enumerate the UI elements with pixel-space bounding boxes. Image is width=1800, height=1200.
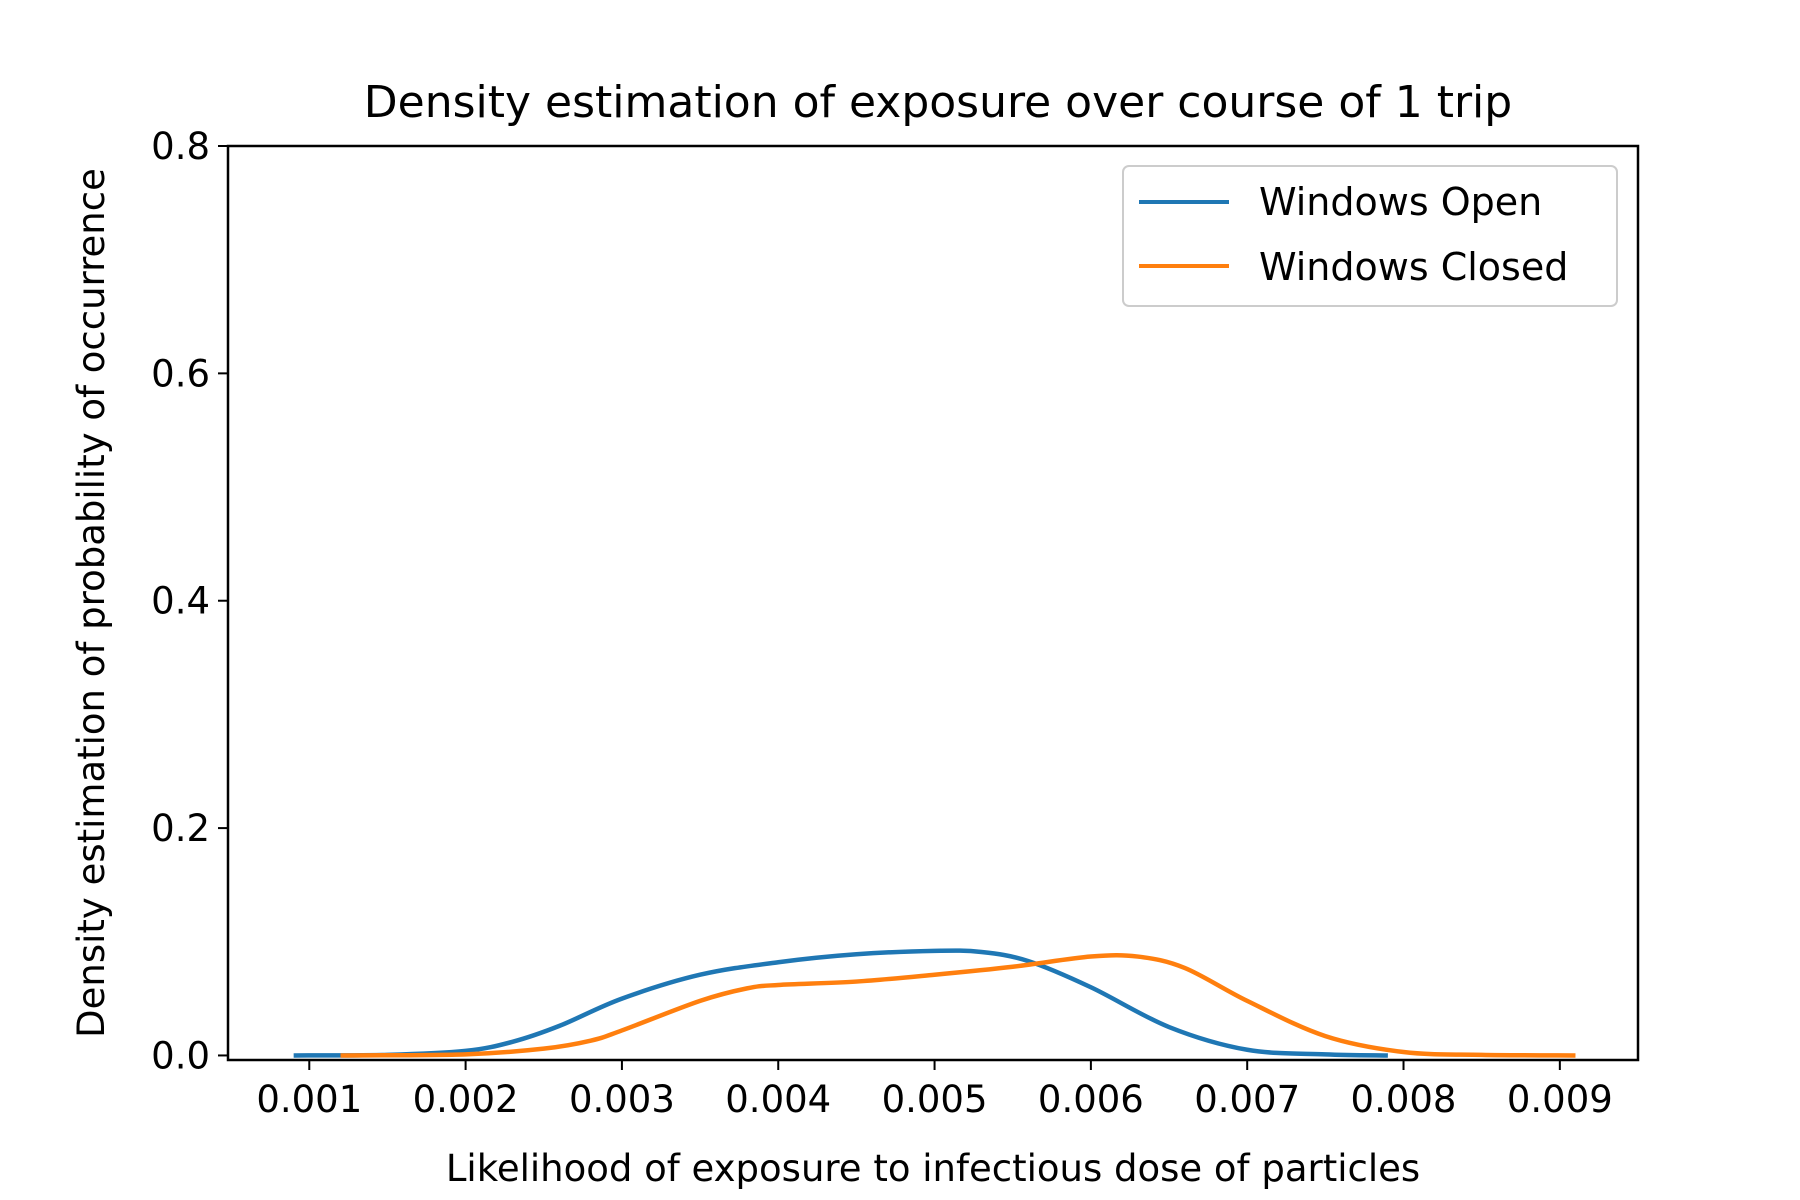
y-axis-label: Density estimation of probability of occ… xyxy=(70,168,113,1038)
series-line-windows-open xyxy=(293,948,1388,1058)
x-tick-label: 0.009 xyxy=(1507,1078,1613,1121)
x-axis: 0.001 0.002 0.003 0.004 0.005 0.006 0.007 0.008… xyxy=(256,1060,1613,1121)
legend-label-windows-closed: Windows Closed xyxy=(1259,245,1568,289)
x-axis-label: Likelihood of exposure to infectious dos… xyxy=(446,1147,1420,1190)
x-tick-label: 0.001 xyxy=(256,1078,362,1121)
y-tick-label: 0.4 xyxy=(151,580,210,623)
legend-label-windows-open: Windows Open xyxy=(1259,180,1542,224)
x-tick-label: 0.002 xyxy=(413,1078,519,1121)
plot-frame xyxy=(226,144,1640,1062)
x-tick-label: 0.007 xyxy=(1194,1078,1300,1121)
y-tick-label: 0.6 xyxy=(151,352,210,395)
x-tick-label: 0.005 xyxy=(882,1078,988,1121)
y-tick-label: 0.8 xyxy=(151,125,210,168)
series-line-windows-closed xyxy=(340,952,1576,1058)
chart-title: Density estimation of exposure over cour… xyxy=(364,77,1512,128)
x-tick-label: 0.008 xyxy=(1351,1078,1457,1121)
y-axis: 0.0 0.2 0.4 0.6 0.8 xyxy=(151,125,228,1077)
x-tick-label: 0.003 xyxy=(569,1078,675,1121)
series-layer xyxy=(293,948,1576,1058)
legend: Windows Open Windows Closed xyxy=(1122,165,1618,307)
x-tick-label: 0.006 xyxy=(1038,1078,1144,1121)
y-tick-label: 0.0 xyxy=(151,1034,210,1077)
x-tick-label: 0.004 xyxy=(725,1078,831,1121)
y-tick-label: 0.2 xyxy=(151,807,210,850)
legend-box xyxy=(1122,165,1618,307)
